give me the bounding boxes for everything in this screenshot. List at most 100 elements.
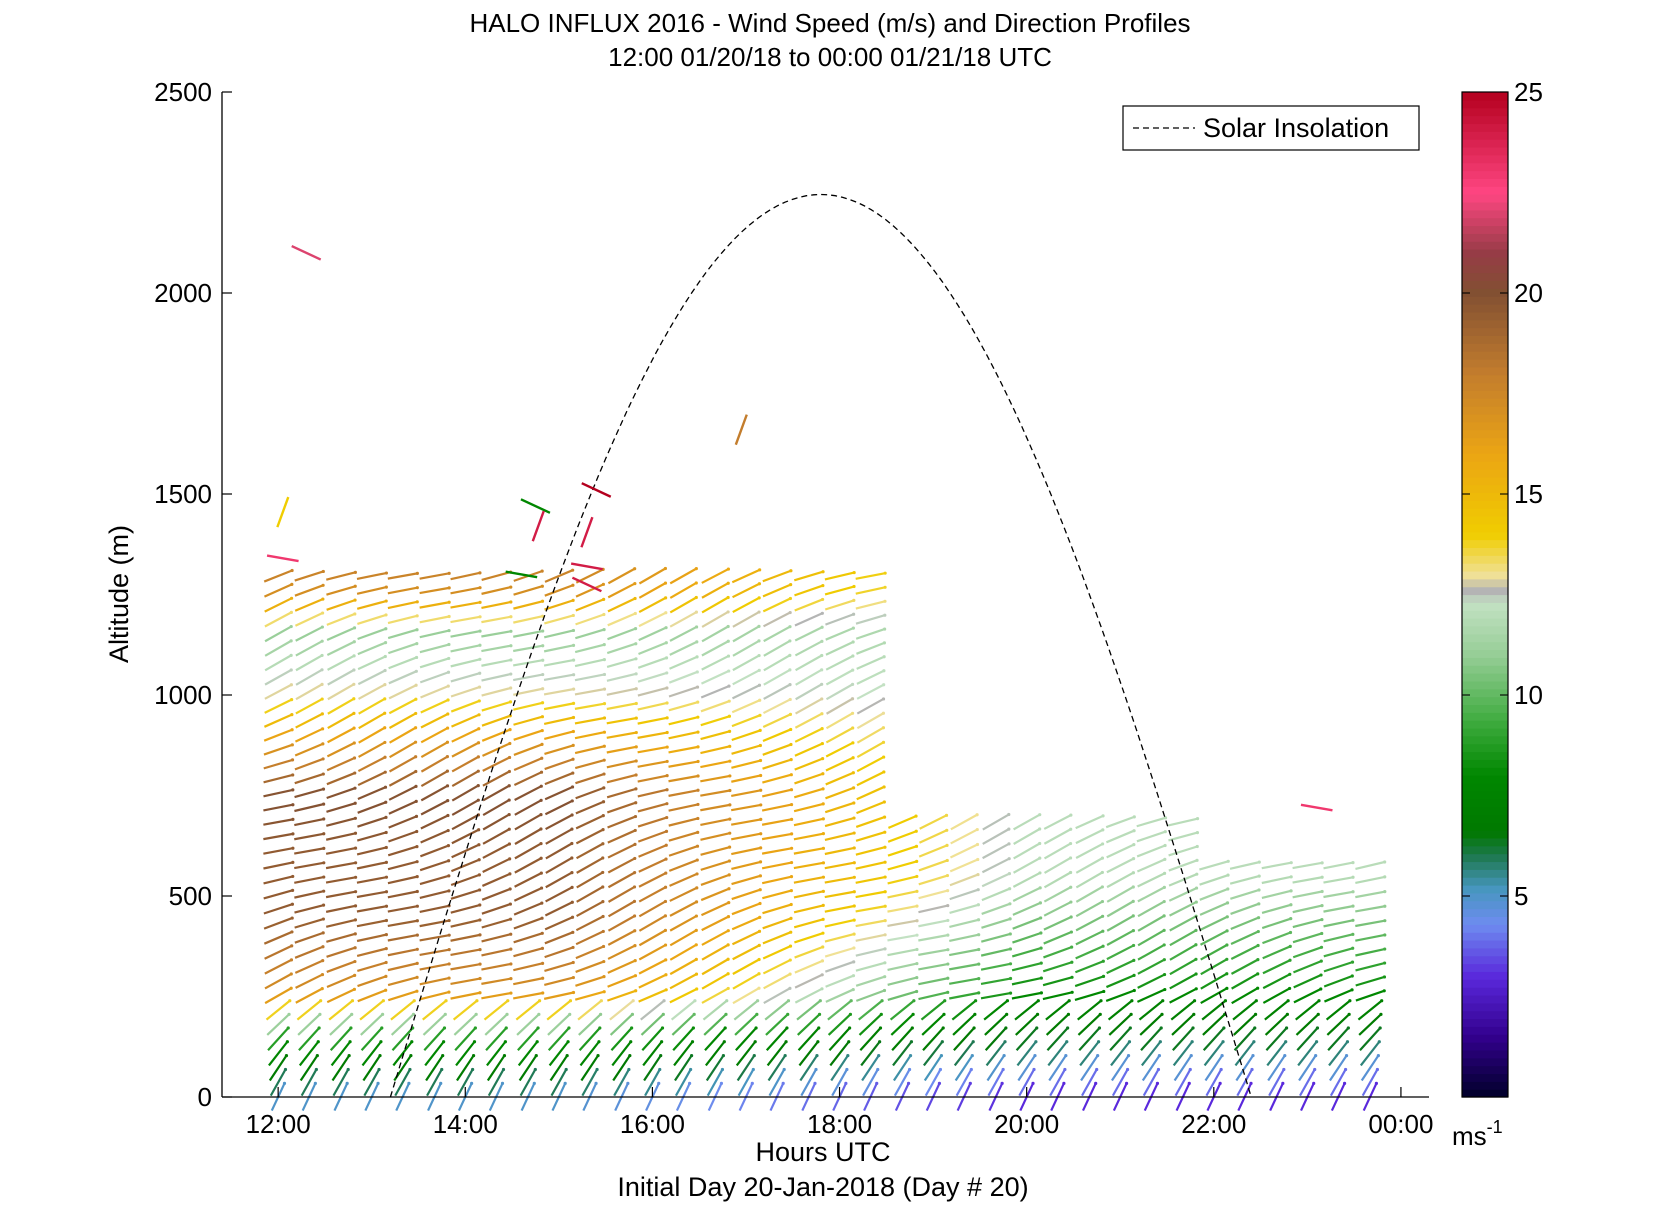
wind-barb-head	[788, 986, 792, 990]
colorbar-cell	[1462, 775, 1508, 784]
wind-barb	[918, 934, 949, 942]
wind-barb-head	[975, 842, 980, 847]
wind-barb-head	[851, 756, 855, 760]
wind-barb-head	[1256, 929, 1260, 934]
wind-barb-head	[447, 976, 451, 980]
wind-barb	[949, 933, 979, 942]
wind-barb	[1136, 816, 1166, 828]
wind-barb-head	[852, 584, 856, 589]
wind-barb-head	[570, 813, 574, 817]
wind-barb	[981, 872, 1010, 888]
wind-barb	[609, 1013, 634, 1036]
wind-barb-head	[446, 844, 451, 848]
wind-barb	[606, 787, 637, 799]
wind-barb	[451, 784, 479, 802]
wind-barb-head	[727, 714, 732, 718]
wind-barb-head	[353, 861, 358, 865]
wind-barb	[514, 842, 542, 860]
wind-barb-head	[540, 742, 544, 747]
wind-barb-head	[695, 872, 699, 876]
wind-barb-head	[384, 800, 388, 804]
wind-barb	[793, 861, 824, 870]
wind-barb-head	[602, 687, 607, 691]
wind-barb-head	[1069, 900, 1073, 904]
colorbar-tick-label: 15	[1514, 479, 1543, 509]
wind-barb	[856, 669, 885, 685]
wind-barb-head	[320, 625, 324, 629]
wind-barb-head	[752, 1053, 756, 1058]
wind-barb-head	[1226, 859, 1230, 863]
wind-barb	[824, 599, 855, 611]
wind-barb-head	[696, 715, 700, 719]
wind-barb-head	[1038, 841, 1042, 846]
wind-barb	[1138, 999, 1164, 1021]
wind-barb	[669, 988, 698, 1004]
colorbar-cell	[1462, 146, 1508, 156]
wind-barb	[578, 1027, 601, 1051]
wind-barb-head	[570, 885, 574, 889]
wind-barb	[701, 943, 729, 961]
wind-barb	[419, 601, 450, 609]
wind-barb-head	[883, 975, 887, 979]
wind-barb-head	[1004, 1026, 1008, 1030]
wind-barb	[486, 1041, 507, 1067]
wind-barb	[701, 915, 729, 932]
wind-barb-head	[570, 841, 574, 846]
isolated-barb	[266, 554, 299, 563]
wind-barb	[607, 857, 636, 874]
wind-barb	[949, 873, 979, 887]
wind-barb-head	[789, 569, 793, 573]
wind-barb-head	[1314, 1053, 1318, 1058]
wind-barb	[574, 759, 605, 770]
wind-barb-head	[1225, 915, 1229, 919]
wind-barb-head	[726, 914, 731, 919]
wind-barb	[824, 571, 855, 581]
wind-barb-head	[883, 599, 887, 603]
wind-barb-head	[565, 1053, 569, 1058]
wind-barb	[918, 889, 948, 900]
wind-barb	[295, 668, 323, 686]
wind-barb	[607, 567, 636, 585]
wind-barb	[607, 627, 636, 641]
wind-barb-head	[412, 999, 416, 1003]
wind-barb-head	[447, 600, 451, 604]
wind-barb	[1043, 814, 1072, 830]
wind-barb-head	[509, 976, 513, 981]
wind-barb	[668, 731, 699, 740]
wind-barb-head	[665, 759, 669, 764]
wind-barb	[419, 615, 450, 624]
wind-barb	[701, 929, 729, 946]
y-tick-label: 0	[198, 1082, 212, 1112]
wind-barb	[1236, 1068, 1253, 1097]
wind-barb-head	[1156, 1067, 1161, 1072]
wind-barb	[607, 843, 636, 859]
wind-barb-head	[758, 901, 762, 906]
wind-barb	[295, 712, 323, 729]
wind-barb	[513, 715, 543, 726]
wind-barb-head	[883, 571, 887, 575]
colorbar-cell	[1462, 586, 1508, 596]
wind-barb-head	[691, 1026, 695, 1030]
wind-barb	[513, 757, 543, 772]
wind-barb	[668, 789, 699, 797]
colorbar-cell	[1462, 1049, 1508, 1059]
wind-barb	[326, 640, 355, 656]
wind-barb	[576, 871, 604, 889]
wind-barb	[921, 1013, 945, 1036]
wind-barb-head	[539, 827, 543, 831]
wind-barb	[704, 1041, 726, 1067]
wind-barb	[299, 1054, 319, 1082]
wind-barb-head	[972, 1026, 976, 1030]
wind-barb	[294, 832, 324, 841]
wind-barb	[419, 991, 450, 1001]
wind-barb	[1013, 813, 1041, 831]
colorbar-cell	[1462, 468, 1508, 478]
wind-barb	[701, 987, 729, 1004]
wind-barb-head	[320, 727, 325, 731]
wind-barb-head	[383, 755, 387, 759]
wind-barb	[825, 683, 854, 701]
wind-barb	[513, 991, 543, 1000]
wind-barb	[762, 917, 792, 930]
wind-barb-head	[571, 729, 575, 734]
wind-barb	[637, 788, 668, 798]
